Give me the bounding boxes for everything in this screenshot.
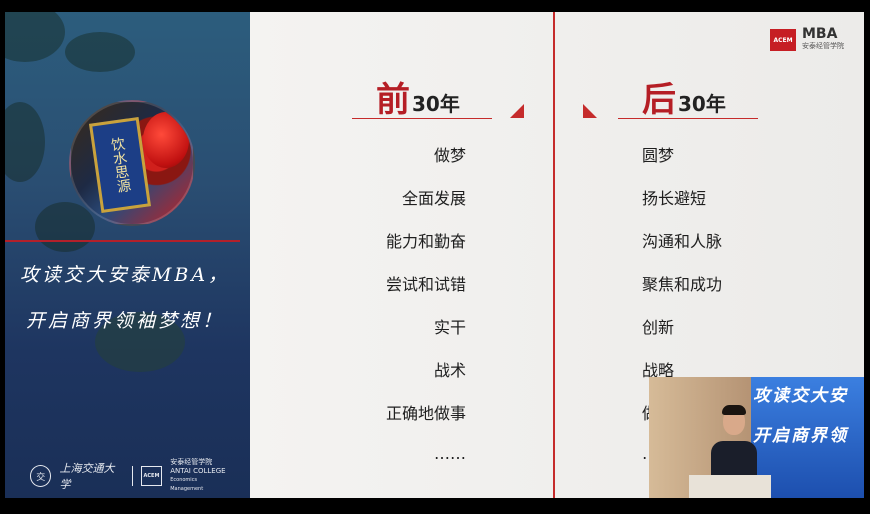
list-item: 尝试和试错	[385, 275, 466, 294]
mba-logo: ACEM MBA 安泰经管学院	[770, 26, 844, 52]
right-heading-char: 后	[642, 80, 676, 120]
photo-plaque: 饮水思源	[88, 116, 152, 214]
right-heading: 后 30年	[642, 72, 726, 121]
list-item: 实干	[433, 318, 466, 337]
leaf-decoration	[65, 32, 135, 72]
footer-logos: 交 上海交通大学 ACEM 安泰经管学院 ANTAI COLLEGE Econo…	[30, 458, 230, 492]
left-heading-char: 前	[376, 80, 410, 120]
list-item: 战术	[433, 361, 466, 380]
speaker-video-overlay[interactable]: 攻读交大安 开启商界领	[649, 377, 864, 498]
list-item: 战略	[642, 361, 675, 380]
antai-en-1: ANTAI COLLEGE	[170, 467, 226, 475]
list-item: ……	[434, 444, 466, 463]
acem-logo-icon: ACEM	[140, 466, 163, 486]
mba-subtitle: 安泰经管学院	[802, 42, 844, 50]
campus-photo: 饮水思源	[69, 100, 195, 226]
list-item: 做梦	[433, 146, 466, 165]
screen-text-line-2: 开启商界领	[753, 426, 848, 446]
leaf-decoration	[35, 202, 95, 252]
slogan-line-1: 攻读交大安泰MBA，	[19, 264, 231, 286]
screen-text-line-1: 攻读交大安	[753, 386, 848, 406]
antai-en-2: Economics Management	[170, 477, 204, 492]
list-item: 全面发展	[401, 189, 466, 208]
slide-left-panel: 饮水思源	[5, 12, 250, 498]
list-item: 聚焦和成功	[642, 275, 723, 294]
sjtu-seal-icon: 交	[30, 465, 52, 487]
podium	[689, 475, 771, 498]
speaker-hair	[722, 405, 746, 415]
lantern-graphic	[143, 112, 189, 168]
antai-college-label: 安泰经管学院 ANTAI COLLEGE Economics Managemen…	[170, 458, 230, 494]
leaf-decoration	[95, 312, 185, 372]
right-heading-years: 30年	[678, 92, 726, 116]
antai-cn: 安泰经管学院	[170, 458, 213, 466]
left-heading: 前 30年	[376, 72, 460, 121]
center-divider	[553, 12, 555, 498]
mba-title: MBA	[802, 26, 838, 42]
list-item: 正确地做事	[385, 404, 466, 423]
left-heading-years: 30年	[412, 92, 460, 116]
acem-mark-icon: ACEM	[770, 29, 796, 51]
logo-separator	[131, 466, 133, 486]
divider-line	[5, 240, 240, 242]
right-heading-underline	[618, 118, 758, 119]
left-triangle-icon	[510, 104, 524, 118]
university-name: 上海交通大学	[59, 462, 115, 491]
left-heading-underline	[352, 118, 492, 119]
leaf-decoration	[5, 12, 65, 62]
list-item: 圆梦	[642, 146, 675, 165]
leaf-decoration	[5, 102, 45, 182]
list-item: 沟通和人脉	[642, 232, 723, 251]
slogan-line-2: 开启商界领袖梦想！	[25, 310, 224, 332]
right-triangle-icon	[583, 104, 597, 118]
list-item: 创新	[642, 318, 675, 337]
list-item: 扬长避短	[642, 189, 707, 208]
list-item: 能力和勤奋	[385, 232, 466, 251]
